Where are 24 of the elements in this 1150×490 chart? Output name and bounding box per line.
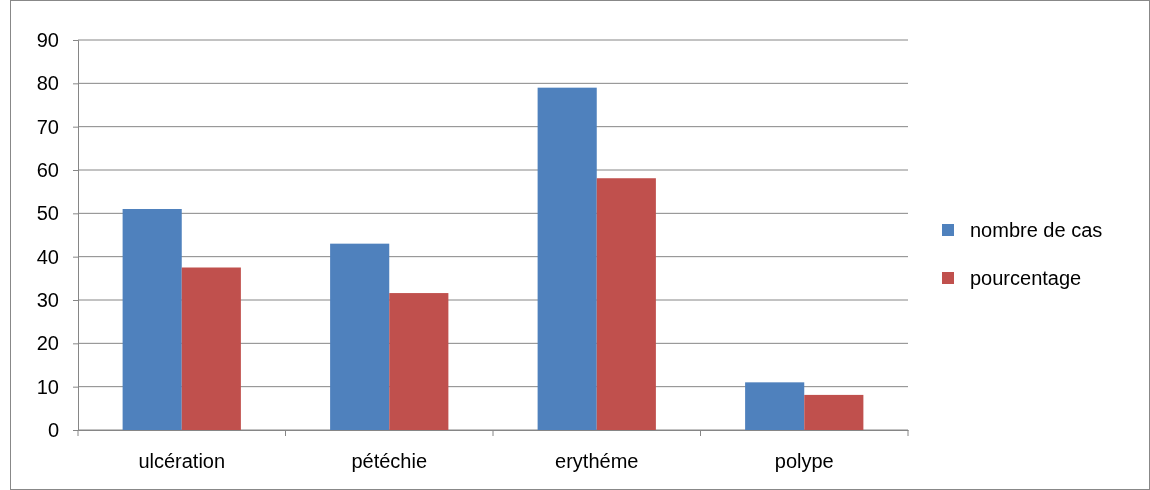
y-tick-label: 40: [36, 245, 59, 268]
y-tick-label: 90: [36, 28, 59, 51]
y-tick-label: 20: [36, 332, 59, 355]
y-tick-label: 30: [36, 288, 59, 311]
y-tick-label: 60: [36, 158, 59, 181]
bar: [330, 243, 390, 430]
bar: [804, 394, 864, 430]
y-tick-label: 80: [36, 72, 59, 95]
bar: [537, 87, 597, 430]
y-tick-label: 50: [36, 202, 59, 225]
x-tick-label: polype: [774, 450, 834, 473]
y-tick-label: 0: [47, 418, 59, 441]
bar: [122, 209, 182, 430]
bar: [596, 178, 656, 430]
x-tick-label: erythéme: [555, 450, 639, 473]
bar: [745, 382, 805, 430]
y-tick-label: 10: [36, 375, 59, 398]
legend-label: pourcentage: [970, 267, 1082, 289]
legend-label: nombre de cas: [970, 219, 1103, 241]
y-tick-label: 70: [36, 115, 59, 138]
x-tick-label: pétéchie: [351, 450, 428, 473]
x-tick-label: ulcération: [138, 450, 226, 473]
bar: [181, 267, 241, 430]
bar: [389, 293, 449, 430]
